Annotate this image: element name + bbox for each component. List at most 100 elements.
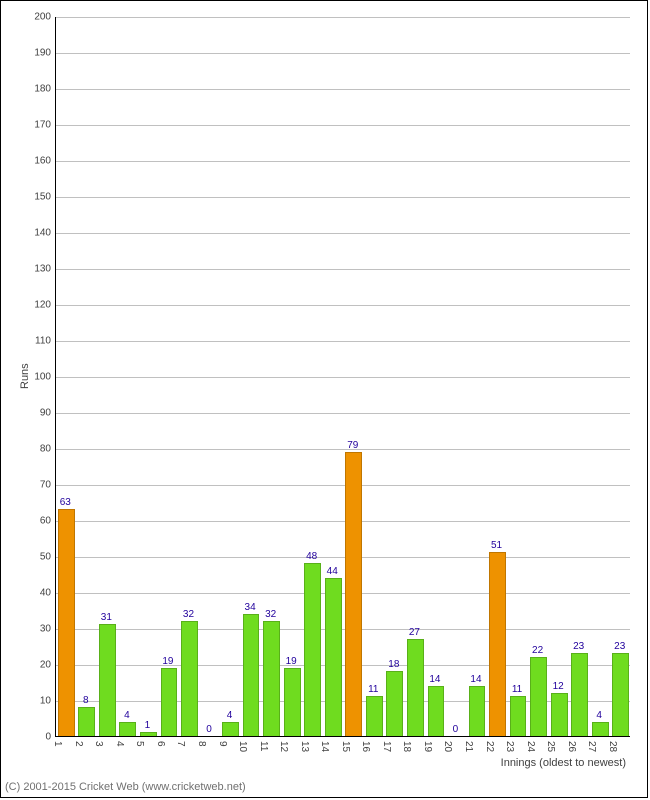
- bar: [304, 563, 321, 737]
- bar-value-label: 18: [388, 659, 399, 670]
- bar-value-label: 27: [409, 627, 420, 638]
- y-tick-label: 0: [45, 732, 51, 743]
- bar: [571, 653, 588, 737]
- bar: [119, 722, 136, 737]
- bar: [612, 653, 629, 737]
- bar: [345, 452, 362, 737]
- y-tick-label: 50: [40, 552, 51, 563]
- bar-value-label: 79: [347, 440, 358, 451]
- x-tick-label: 12: [278, 741, 289, 752]
- x-tick-label: 13: [299, 741, 310, 752]
- gridline: [55, 593, 630, 594]
- x-tick-label: 1: [52, 741, 63, 747]
- bar-value-label: 48: [306, 551, 317, 562]
- y-tick-label: 60: [40, 516, 51, 527]
- bar-value-label: 19: [286, 656, 297, 667]
- x-tick-label: 10: [237, 741, 248, 752]
- bar-value-label: 4: [227, 710, 233, 721]
- bar-value-label: 23: [573, 641, 584, 652]
- x-tick-label: 28: [607, 741, 618, 752]
- gridline: [55, 521, 630, 522]
- bar-value-label: 51: [491, 540, 502, 551]
- x-tick-label: 21: [463, 741, 474, 752]
- x-tick-label: 22: [484, 741, 495, 752]
- x-axis-line: [55, 736, 630, 737]
- y-tick-label: 40: [40, 588, 51, 599]
- bar-value-label: 11: [368, 684, 378, 695]
- bar-value-label: 14: [470, 674, 481, 685]
- y-tick-label: 120: [34, 300, 51, 311]
- bar: [551, 693, 568, 737]
- y-tick-label: 30: [40, 624, 51, 635]
- x-tick-label: 26: [566, 741, 577, 752]
- x-tick-label: 18: [401, 741, 412, 752]
- gridline: [55, 413, 630, 414]
- gridline: [55, 197, 630, 198]
- bar: [366, 696, 383, 737]
- y-tick-label: 170: [34, 120, 51, 131]
- bar-value-label: 1: [145, 720, 151, 731]
- x-tick-label: 9: [217, 741, 228, 747]
- gridline: [55, 233, 630, 234]
- chart-frame: 0102030405060708090100110120130140150160…: [0, 0, 648, 798]
- bar: [469, 686, 486, 737]
- gridline: [55, 269, 630, 270]
- x-tick-label: 20: [442, 741, 453, 752]
- bar: [181, 621, 198, 737]
- gridline: [55, 305, 630, 306]
- y-tick-label: 200: [34, 12, 51, 23]
- bar: [263, 621, 280, 737]
- bar-value-label: 23: [614, 641, 625, 652]
- y-axis-title: Runs: [19, 363, 31, 389]
- bar-value-label: 22: [532, 645, 543, 656]
- x-tick-label: 8: [196, 741, 207, 747]
- gridline: [55, 629, 630, 630]
- x-tick-label: 23: [504, 741, 515, 752]
- bar: [58, 509, 75, 737]
- bar: [428, 686, 445, 737]
- bar: [99, 624, 116, 737]
- bar-value-label: 19: [162, 656, 173, 667]
- y-tick-label: 80: [40, 444, 51, 455]
- bar-value-label: 32: [265, 609, 276, 620]
- chart-credit: (C) 2001-2015 Cricket Web (www.cricketwe…: [5, 781, 246, 793]
- bar: [243, 614, 260, 737]
- gridline: [55, 53, 630, 54]
- y-tick-label: 110: [35, 336, 51, 347]
- x-tick-label: 4: [114, 741, 125, 747]
- x-tick-label: 3: [93, 741, 104, 747]
- gridline: [55, 377, 630, 378]
- x-tick-label: 16: [360, 741, 371, 752]
- bar: [386, 671, 403, 737]
- bar-value-label: 11: [512, 684, 522, 695]
- bar-value-label: 8: [83, 695, 89, 706]
- x-tick-label: 27: [586, 741, 597, 752]
- bar: [222, 722, 239, 737]
- gridline: [55, 557, 630, 558]
- y-tick-label: 130: [34, 264, 51, 275]
- bar: [592, 722, 609, 737]
- bar: [78, 707, 95, 737]
- bar: [325, 578, 342, 737]
- gridline: [55, 125, 630, 126]
- bar-value-label: 4: [596, 710, 602, 721]
- y-tick-label: 150: [34, 192, 51, 203]
- x-tick-label: 15: [340, 741, 351, 752]
- bar-value-label: 32: [183, 609, 194, 620]
- bar-value-label: 14: [429, 674, 440, 685]
- x-axis-title: Innings (oldest to newest): [501, 757, 626, 769]
- y-tick-label: 160: [34, 156, 51, 167]
- bar-value-label: 0: [453, 724, 459, 735]
- bar-value-label: 31: [101, 612, 112, 623]
- y-tick-label: 20: [40, 660, 51, 671]
- bar-value-label: 34: [245, 602, 256, 613]
- y-tick-label: 180: [34, 84, 51, 95]
- x-tick-label: 11: [258, 741, 269, 751]
- gridline: [55, 485, 630, 486]
- bar-value-label: 4: [124, 710, 130, 721]
- x-tick-label: 25: [545, 741, 556, 752]
- y-tick-label: 190: [34, 48, 51, 59]
- y-axis-line: [55, 17, 56, 737]
- gridline: [55, 161, 630, 162]
- bar: [510, 696, 527, 737]
